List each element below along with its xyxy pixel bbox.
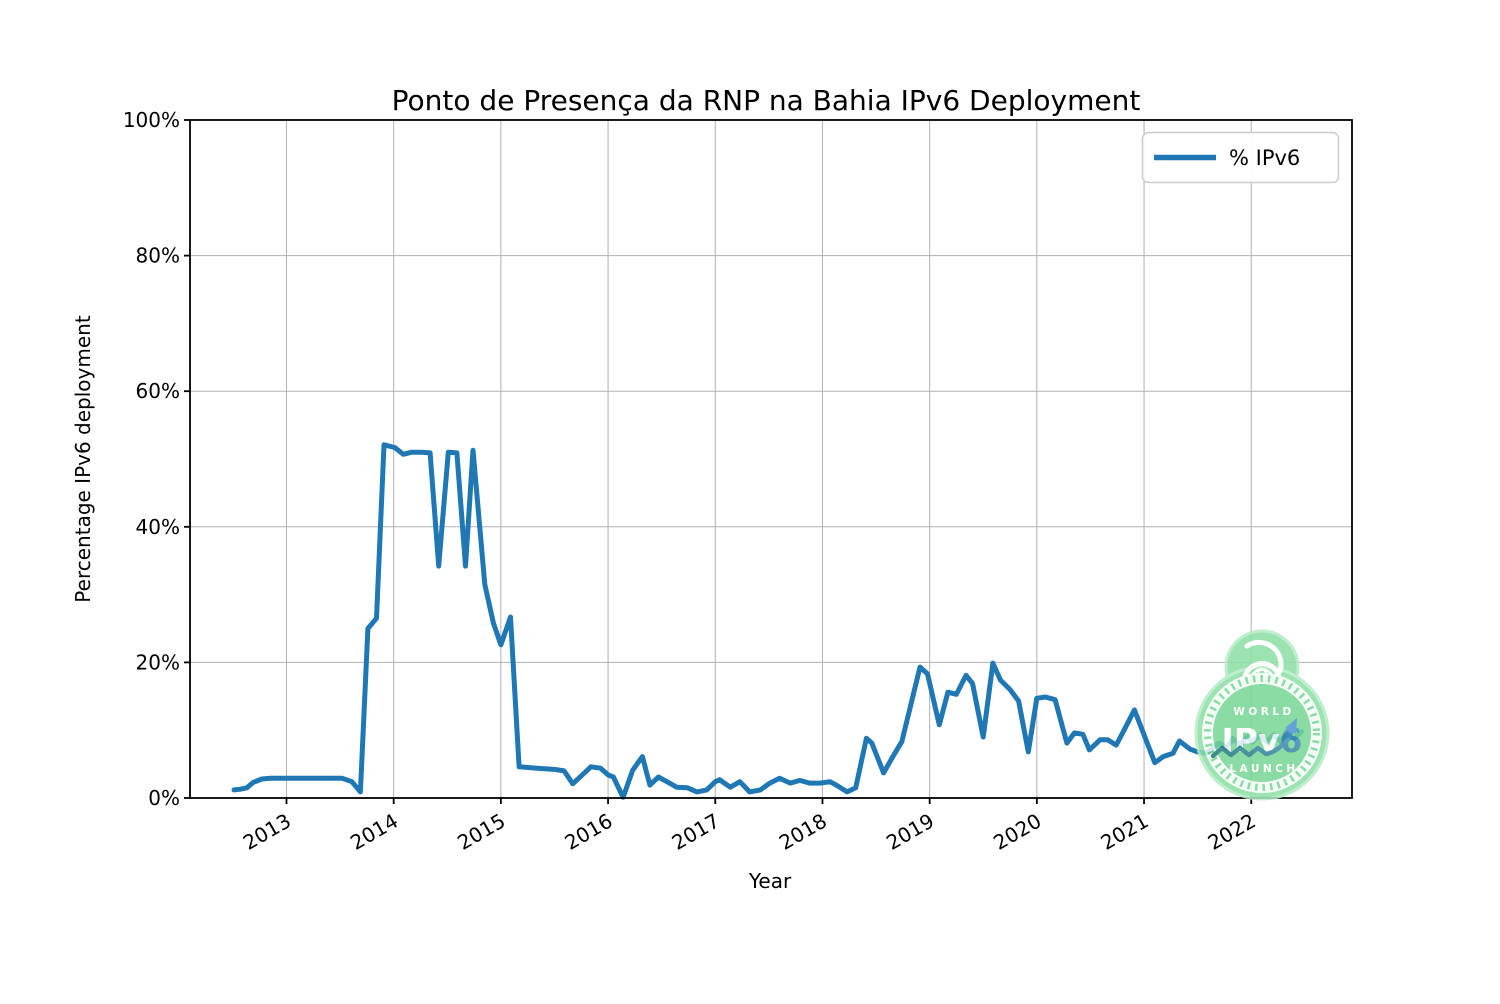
legend: % IPv6 <box>1141 131 1340 184</box>
y-tick-label: 80% <box>136 244 180 268</box>
y-axis-label: Percentage IPv6 deployment <box>71 315 95 603</box>
x-tick-label: 2020 <box>989 809 1045 855</box>
x-tick-label: 2018 <box>775 809 831 855</box>
y-tick-label: 60% <box>136 379 180 403</box>
chart-title: Ponto de Presença da RNP na Bahia IPv6 D… <box>392 84 1141 117</box>
x-tick-label: 2021 <box>1096 809 1152 855</box>
badge-world-text: WORLD <box>1233 706 1295 718</box>
x-tick-label: 2016 <box>560 809 616 855</box>
x-tick-label: 2015 <box>453 809 509 855</box>
ipv6-line-series <box>231 442 1305 800</box>
x-tick-label: 2022 <box>1204 809 1260 855</box>
y-tick-label: 20% <box>136 650 180 674</box>
y-axis-tick-labels: 0% 20% 40% 60% 80% 100% <box>123 108 180 810</box>
y-tick-label: 40% <box>136 515 180 539</box>
ipv6-launch-badge: WORLD IPv6 LAUNCH <box>1194 629 1330 801</box>
x-tick-label: 2014 <box>346 809 402 855</box>
x-tick-label: 2013 <box>239 809 295 855</box>
badge-inner-circle <box>1213 684 1311 782</box>
x-tick-label: 2017 <box>668 809 724 855</box>
x-axis-tick-labels: 2013 2014 2015 2016 2017 2018 2019 2020 … <box>239 809 1260 855</box>
x-tick-label: 2019 <box>882 809 938 855</box>
plot-border <box>189 119 1353 799</box>
y-tick-label: 0% <box>148 786 180 810</box>
axis-tick-marks <box>184 119 1253 804</box>
legend-box <box>1141 131 1340 184</box>
badge-ring <box>1202 673 1322 793</box>
legend-label: % IPv6 <box>1229 146 1300 170</box>
badge-launch-text: LAUNCH <box>1229 763 1298 775</box>
x-axis-label: Year <box>748 869 792 893</box>
data-line <box>231 442 1305 800</box>
badge-trend-arrow <box>1210 718 1297 759</box>
y-tick-label: 100% <box>123 108 180 132</box>
